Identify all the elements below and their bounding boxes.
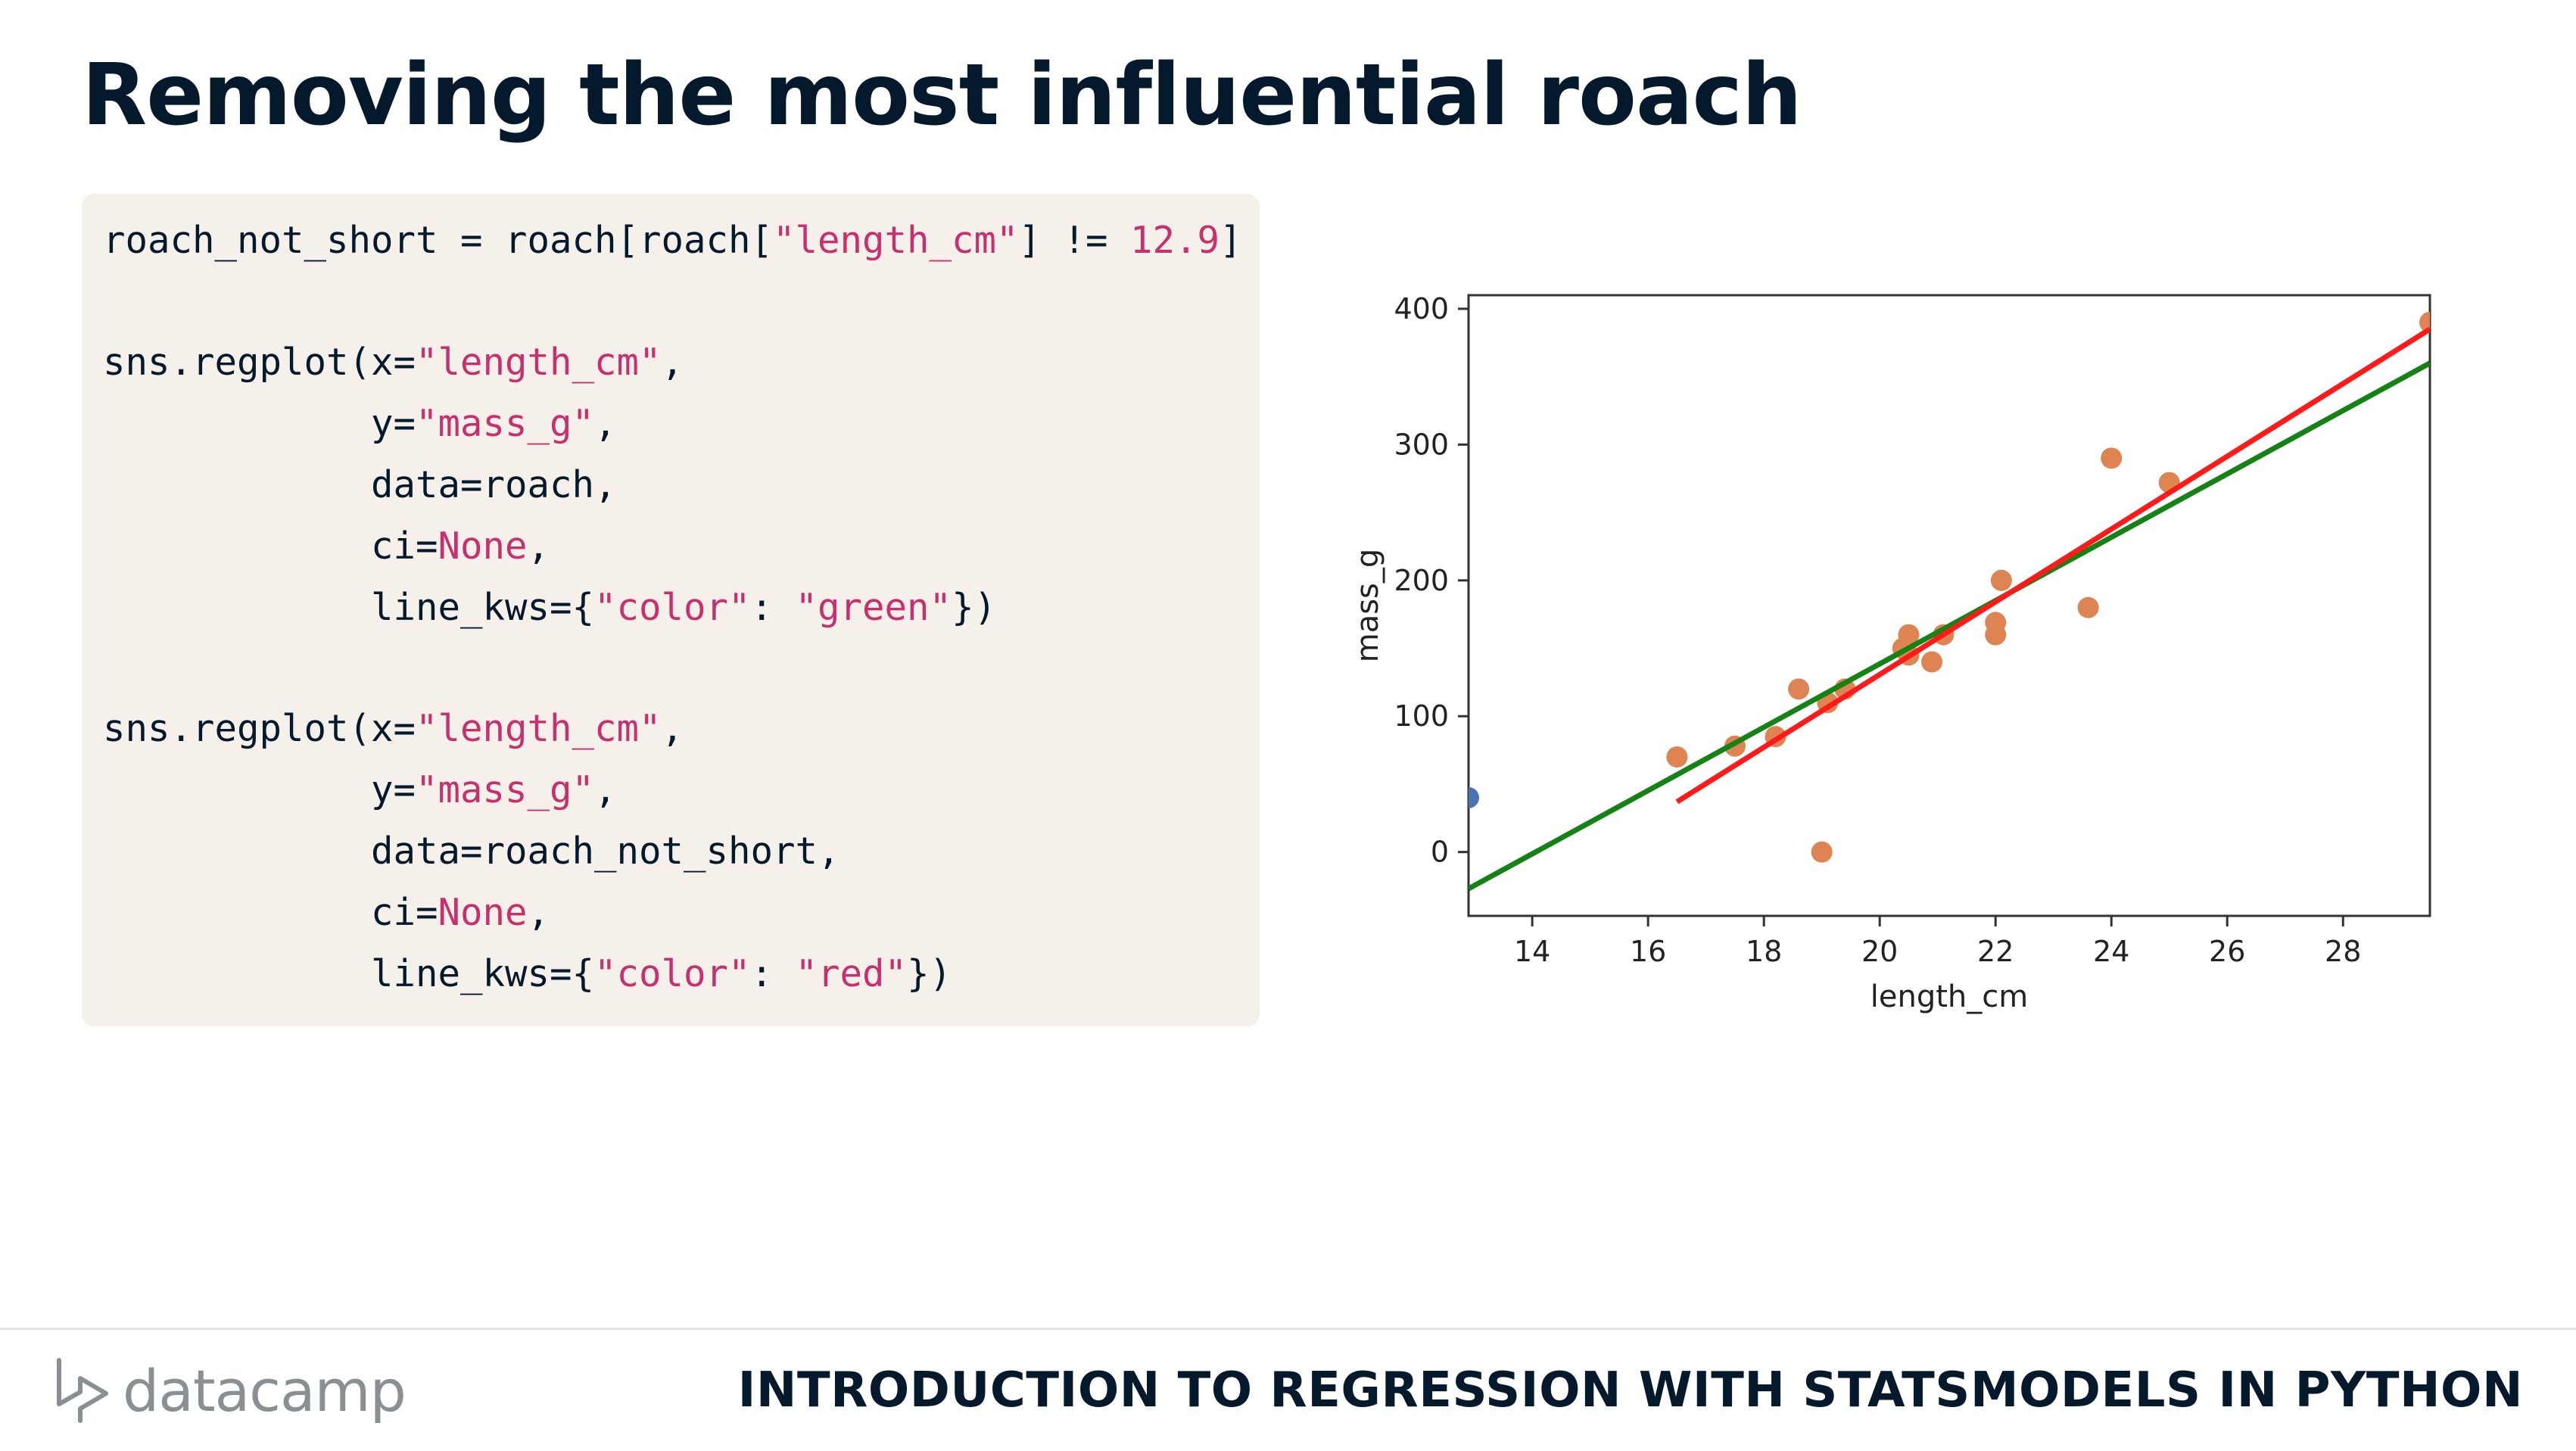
scatter-point [2101, 447, 2123, 469]
scatter-point [1469, 786, 1479, 808]
x-tick-label: 28 [2325, 935, 2361, 968]
y-tick-label: 200 [1394, 564, 1449, 597]
code-line: ci=None, [103, 891, 550, 934]
code-line: roach_not_short = roach[roach["length_cm… [103, 219, 1242, 262]
chart-svg: 14 16 18 20 22 24 26 28 0 100 200 300 400 length_cm ma… [1350, 292, 2431, 1014]
code-line: line_kws={"color": "green"}) [103, 586, 997, 629]
slide-title: Removing the most influential roach [82, 46, 1802, 145]
scatter-point [1788, 678, 1810, 700]
scatter-point [1985, 612, 2007, 634]
x-tick-label: 24 [2093, 935, 2129, 968]
scatter-point [2419, 311, 2430, 333]
code-line: line_kws={"color": "red"}) [103, 952, 952, 995]
scatter-point [1990, 569, 2012, 591]
x-axis-label: length_cm [1870, 979, 2028, 1014]
x-tick-label: 18 [1746, 935, 1782, 968]
plot-frame [1467, 294, 2431, 917]
scatter-point [1921, 651, 1943, 673]
code-line: data=roach, [103, 463, 617, 506]
red-regression-line [1675, 326, 2430, 805]
code-line: sns.regplot(x="length_cm", [103, 341, 684, 384]
code-block: roach_not_short = roach[roach["length_cm… [82, 194, 1260, 1026]
footer-divider [0, 1328, 2576, 1330]
y-tick-label: 100 [1394, 699, 1449, 733]
datacamp-logo: datacamp [53, 1349, 406, 1432]
green-regression-line [1469, 360, 2430, 892]
y-axis-label: mass_g [1350, 549, 1385, 663]
x-tick-label: 20 [1861, 935, 1898, 968]
y-tick-label: 300 [1394, 428, 1449, 461]
x-tick-label: 16 [1630, 935, 1666, 968]
scatter-point [1666, 746, 1688, 768]
course-title: INTRODUCTION TO REGRESSION WITH STATSMOD… [737, 1362, 2523, 1418]
regression-chart: 14 16 18 20 22 24 26 28 0 100 200 300 400 length_cm ma… [1332, 272, 2437, 1029]
code-line: data=roach_not_short, [103, 830, 840, 873]
logo-text: datacamp [123, 1356, 406, 1425]
scatter-point [2077, 596, 2099, 618]
code-line: ci=None, [103, 525, 550, 568]
x-tick-label: 26 [2209, 935, 2245, 968]
scatter-point [1811, 841, 1833, 863]
y-tick-label: 0 [1431, 836, 1449, 869]
x-tick-label: 22 [1977, 935, 2014, 968]
scatter-point [1898, 624, 1920, 646]
code-line: y="mass_g", [103, 768, 617, 811]
x-tick-label: 14 [1514, 935, 1550, 968]
y-tick-label: 400 [1394, 292, 1449, 325]
datacamp-logo-icon [57, 1358, 108, 1423]
code-line: y="mass_g", [103, 402, 617, 445]
code-line: sns.regplot(x="length_cm", [103, 707, 684, 750]
